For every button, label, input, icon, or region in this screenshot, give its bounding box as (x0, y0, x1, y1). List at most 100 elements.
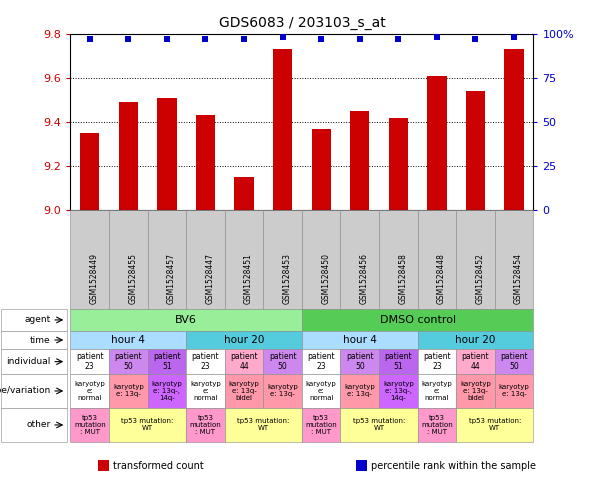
Bar (302, 309, 533, 331)
Text: other: other (26, 421, 50, 429)
Bar (1, 331, 67, 349)
Bar (379, 374, 417, 408)
Text: hour 20: hour 20 (224, 335, 264, 345)
Text: karyotyp
e: 13q-,
14q-: karyotyp e: 13q-, 14q- (151, 381, 182, 401)
Bar (264, 349, 302, 374)
Text: patient
50: patient 50 (115, 352, 142, 371)
Text: percentile rank within the sample: percentile rank within the sample (371, 461, 536, 470)
Bar (1, 374, 67, 408)
Text: GSM1528454: GSM1528454 (514, 253, 523, 304)
Bar (109, 210, 148, 309)
Bar (302, 408, 340, 442)
Point (162, 35, 172, 43)
Bar (225, 374, 264, 408)
Text: GSM1528447: GSM1528447 (205, 253, 215, 304)
Bar (70, 210, 109, 309)
Point (123, 35, 133, 43)
Text: GSM1528451: GSM1528451 (244, 254, 253, 304)
Text: tp53 mutation:
WT: tp53 mutation: WT (353, 418, 405, 431)
Bar (427, 76, 446, 210)
Text: GSM1528450: GSM1528450 (321, 253, 330, 304)
Point (355, 35, 365, 43)
Text: hour 4: hour 4 (112, 335, 145, 345)
Bar (225, 349, 264, 374)
Bar (417, 331, 533, 349)
Text: GSM1528455: GSM1528455 (128, 253, 137, 304)
Bar (186, 408, 225, 442)
Bar (356, 460, 367, 471)
Text: karyotyp
e:
normal: karyotyp e: normal (190, 381, 221, 401)
Bar (98, 460, 109, 471)
Text: karyotyp
e: 13q-
bidel: karyotyp e: 13q- bidel (460, 381, 491, 401)
Bar (302, 374, 340, 408)
Bar (417, 349, 456, 374)
Bar (70, 349, 109, 374)
Bar (504, 49, 524, 210)
Text: patient
23: patient 23 (76, 352, 104, 371)
Bar (148, 374, 186, 408)
Text: karyotyp
e: 13q-: karyotyp e: 13q- (113, 384, 143, 398)
Bar (495, 349, 533, 374)
Bar (456, 374, 495, 408)
Bar (456, 408, 533, 442)
Bar (109, 408, 186, 442)
Bar (350, 111, 370, 210)
Bar (311, 128, 331, 210)
Bar (158, 98, 177, 210)
Text: patient
44: patient 44 (462, 352, 489, 371)
Text: tp53 mutation:
WT: tp53 mutation: WT (121, 418, 174, 431)
Text: karyotyp
e: 13q-,
14q-: karyotyp e: 13q-, 14q- (383, 381, 414, 401)
Text: patient
44: patient 44 (230, 352, 258, 371)
Text: tp53
mutation
: MUT: tp53 mutation : MUT (189, 415, 221, 435)
Text: patient
51: patient 51 (384, 352, 412, 371)
Bar (186, 374, 225, 408)
Point (239, 35, 249, 43)
Bar (234, 177, 254, 210)
Bar (109, 349, 148, 374)
Bar (109, 374, 148, 408)
Bar (264, 210, 302, 309)
Point (200, 35, 210, 43)
Text: hour 20: hour 20 (455, 335, 496, 345)
Bar (340, 374, 379, 408)
Text: karyotyp
e: 13q-
bidel: karyotyp e: 13q- bidel (229, 381, 259, 401)
Point (316, 35, 326, 43)
Bar (456, 349, 495, 374)
Bar (302, 349, 340, 374)
Text: GSM1528448: GSM1528448 (437, 254, 446, 304)
Bar (466, 91, 485, 210)
Bar (70, 331, 186, 349)
Text: karyotyp
e:
normal: karyotyp e: normal (306, 381, 337, 401)
Bar (186, 349, 225, 374)
Text: karyotyp
e:
normal: karyotyp e: normal (74, 381, 105, 401)
Point (85, 35, 94, 43)
Bar (1, 349, 67, 374)
Bar (80, 133, 99, 210)
Point (394, 35, 403, 43)
Text: patient
23: patient 23 (192, 352, 219, 371)
Text: patient
23: patient 23 (423, 352, 451, 371)
Bar (264, 374, 302, 408)
Bar (196, 115, 215, 210)
Bar (340, 408, 417, 442)
Bar (340, 349, 379, 374)
Bar (225, 408, 302, 442)
Bar (70, 408, 109, 442)
Bar (302, 331, 417, 349)
Bar (273, 49, 292, 210)
Point (471, 35, 481, 43)
Bar (389, 117, 408, 210)
Text: GSM1528452: GSM1528452 (476, 254, 484, 304)
Text: patient
51: patient 51 (153, 352, 181, 371)
Bar (495, 374, 533, 408)
Bar (417, 374, 456, 408)
Point (278, 33, 287, 41)
Point (432, 33, 442, 41)
Bar (495, 210, 533, 309)
Bar (186, 331, 302, 349)
Bar (1, 309, 67, 331)
Text: GSM1528457: GSM1528457 (167, 253, 176, 304)
Bar (70, 374, 109, 408)
Point (509, 33, 519, 41)
Text: hour 4: hour 4 (343, 335, 377, 345)
